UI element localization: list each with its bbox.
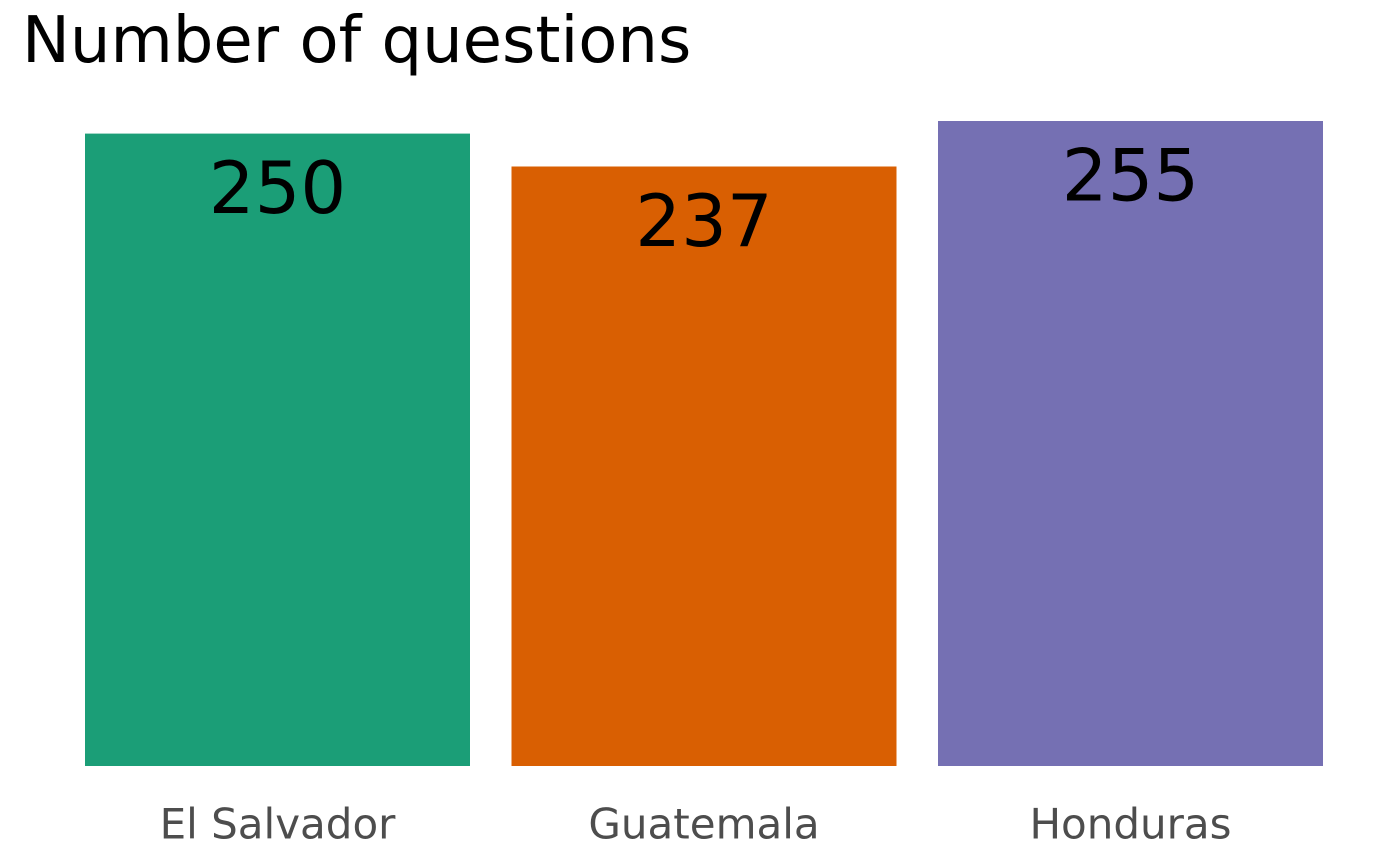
bar-value-label: 255: [1062, 134, 1199, 218]
value-labels-group: 250 237 255: [209, 134, 1199, 264]
bar-value-label: 237: [635, 179, 772, 263]
bar-el-salvador: [85, 133, 470, 767]
category-labels-group: El Salvador Guatemala Honduras: [160, 800, 1232, 849]
x-tick-label: El Salvador: [160, 800, 397, 849]
bar-guatemala: [511, 166, 897, 766]
x-tick-label: Honduras: [1029, 800, 1231, 849]
bar-value-label: 250: [209, 146, 346, 230]
x-tick-label: Guatemala: [588, 800, 819, 849]
chart-title: Number of questions: [22, 4, 692, 78]
bars-group: [85, 121, 1323, 767]
bar-honduras: [938, 121, 1323, 766]
